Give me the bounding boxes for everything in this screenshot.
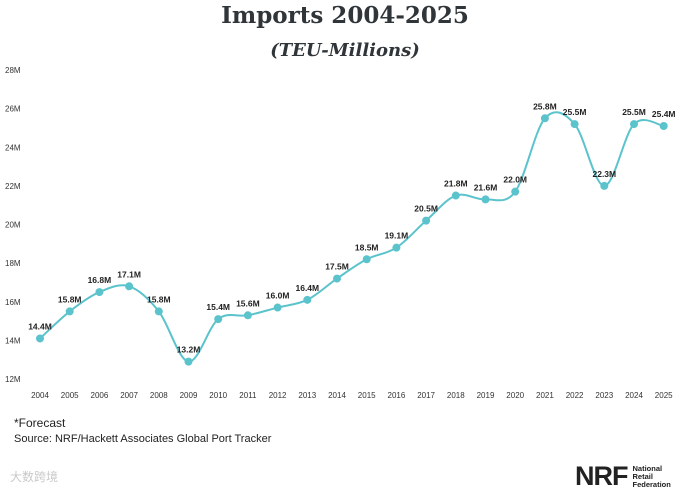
data-label: 25.4M <box>652 109 676 119</box>
logo-line-3: Federation <box>632 479 671 489</box>
x-tick-label: 2009 <box>180 391 198 400</box>
y-tick-label: 14M <box>5 336 21 345</box>
x-tick-label: 2014 <box>328 391 346 400</box>
logo-line-2: Retail <box>632 471 653 481</box>
data-label: 25.8M <box>533 101 557 111</box>
y-tick-label: 20M <box>5 221 21 230</box>
data-point <box>95 288 104 297</box>
data-label: 13.2M <box>177 345 201 355</box>
data-label: 21.6M <box>474 182 498 192</box>
logo-text: National Retail Federation <box>632 463 671 489</box>
y-tick-label: 16M <box>5 298 21 307</box>
x-tick-label: 2022 <box>566 391 584 400</box>
data-label: 20.5M <box>414 204 438 214</box>
data-label: 15.4M <box>206 302 230 312</box>
data-point <box>659 122 668 131</box>
data-point <box>451 191 460 200</box>
y-tick-label: 28M <box>5 66 21 75</box>
y-tick-label: 26M <box>5 105 21 114</box>
data-label: 17.5M <box>325 262 349 272</box>
data-point <box>570 120 579 129</box>
logo-mark: NRF <box>575 461 628 491</box>
y-tick-label: 24M <box>5 143 21 152</box>
x-tick-label: 2021 <box>536 391 554 400</box>
y-tick-label: 18M <box>5 259 21 268</box>
data-point <box>392 243 401 252</box>
data-label: 16.8M <box>88 275 112 285</box>
x-tick-label: 2024 <box>625 391 643 400</box>
chart-subtitle: (TEU-Millions) <box>270 40 420 61</box>
x-tick-label: 2012 <box>269 391 287 400</box>
data-label: 16.0M <box>266 291 290 301</box>
data-label: 14.4M <box>28 321 52 331</box>
x-tick-label: 2007 <box>120 391 138 400</box>
data-label: 22.0M <box>503 175 527 185</box>
data-point <box>481 195 490 204</box>
y-tick-label: 22M <box>5 182 21 191</box>
series-line-imports <box>39 111 664 363</box>
x-tick-label: 2013 <box>298 391 316 400</box>
data-point <box>36 334 44 343</box>
data-point <box>333 274 341 283</box>
data-label: 15.8M <box>147 294 171 304</box>
y-tick-label: 12M <box>5 375 21 384</box>
x-tick-label: 2019 <box>477 391 495 400</box>
x-tick-label: 2025 <box>655 391 673 400</box>
x-tick-label: 2010 <box>209 391 227 400</box>
x-tick-label: 2020 <box>506 391 524 400</box>
data-label: 22.3M <box>592 169 616 179</box>
x-tick-label: 2015 <box>358 391 376 400</box>
data-label: 15.6M <box>236 298 260 308</box>
x-tick-label: 2004 <box>31 391 49 400</box>
source-note: Source: NRF/Hackett Associates Global Po… <box>14 433 272 445</box>
x-tick-label: 2023 <box>595 391 613 400</box>
nrf-logo: NRF National Retail Federation <box>575 461 671 492</box>
data-point <box>422 216 431 225</box>
data-point <box>154 307 163 316</box>
data-point <box>630 120 638 129</box>
data-point <box>214 315 223 324</box>
data-label: 18.5M <box>355 242 379 252</box>
chart-title: Imports 2004-2025 <box>221 2 469 29</box>
watermark-text: 大数跨境 <box>10 470 59 484</box>
x-tick-label: 2006 <box>91 391 109 400</box>
data-point <box>362 255 371 264</box>
data-point <box>125 282 134 291</box>
data-point <box>540 114 549 123</box>
data-label: 19.1M <box>385 231 409 241</box>
data-label: 15.8M <box>58 294 82 304</box>
data-label: 21.8M <box>444 179 468 189</box>
data-point <box>184 357 193 366</box>
x-tick-label: 2017 <box>417 391 435 400</box>
data-point <box>273 303 282 312</box>
data-point <box>600 181 609 190</box>
data-label: 25.5M <box>563 107 587 117</box>
x-tick-label: 2018 <box>447 391 465 400</box>
logo-line-1: National <box>632 463 663 473</box>
x-tick-label: 2005 <box>61 391 79 400</box>
forecast-note: *Forecast <box>14 416 66 430</box>
x-tick-label: 2011 <box>239 391 257 400</box>
data-label: 25.5M <box>622 107 646 117</box>
x-tick-label: 2008 <box>150 391 168 400</box>
data-point <box>243 311 252 320</box>
data-point <box>303 295 312 304</box>
data-point <box>511 187 520 196</box>
data-label: 17.1M <box>117 269 141 279</box>
data-label: 16.4M <box>295 283 319 293</box>
x-tick-label: 2016 <box>388 391 406 400</box>
data-point <box>65 307 74 316</box>
